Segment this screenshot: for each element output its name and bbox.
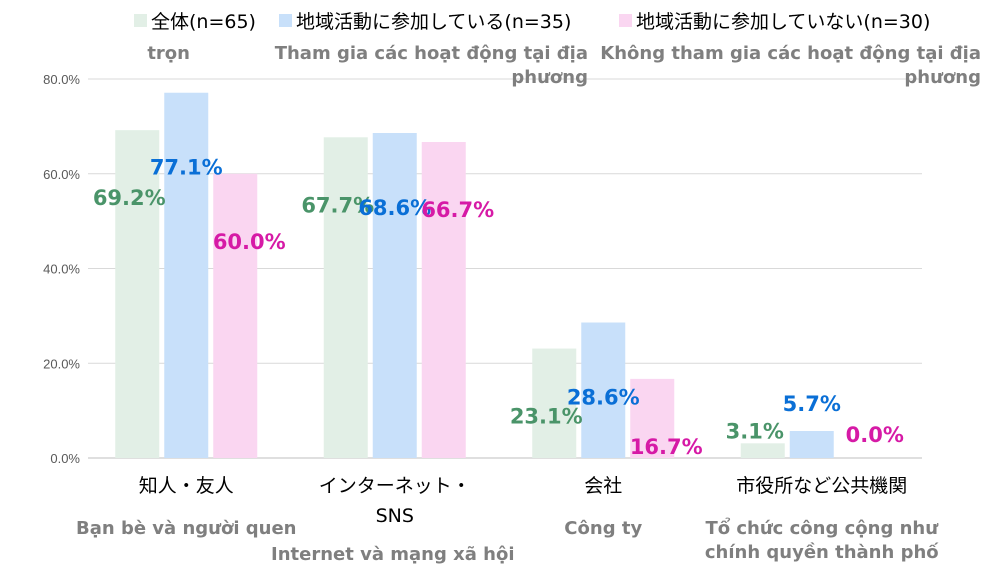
bar xyxy=(213,173,258,458)
data-label: 69.2% xyxy=(93,186,166,210)
data-label: 0.0% xyxy=(846,423,904,447)
legend-label: 地域活動に参加している(n=35) xyxy=(296,11,571,33)
y-tick-label: 20.0% xyxy=(43,356,80,371)
bar xyxy=(372,133,417,458)
category-sublabel: Internet và mạng xã hội xyxy=(271,544,514,565)
category-label: 知人・友人 xyxy=(139,475,234,497)
legend-sublabel: trọn xyxy=(147,43,190,64)
y-tick-label: 0.0% xyxy=(50,451,80,466)
category-sublabel: Bạn bè và người quen xyxy=(76,518,297,539)
data-label: 66.7% xyxy=(421,198,494,222)
bar xyxy=(532,348,577,458)
bar xyxy=(740,443,785,458)
category-label: 市役所など公共機関 xyxy=(736,475,907,497)
data-label: 5.7% xyxy=(783,392,841,416)
legend-sublabel: phương xyxy=(904,67,981,88)
bar xyxy=(421,142,466,459)
bar xyxy=(164,92,209,459)
bar xyxy=(115,130,160,459)
data-label: 77.1% xyxy=(150,156,223,180)
legend-swatch xyxy=(134,14,147,27)
category-sublabel: Công ty xyxy=(564,518,642,539)
data-label: 3.1% xyxy=(726,419,784,443)
data-label: 67.7% xyxy=(301,193,374,217)
legend: 全体(n=65) trọn 地域活動に参加している(n=35) Tham gia cá… xyxy=(134,11,981,88)
x-axis-labels: 知人・友人 Bạn bè và người quen インターネット・ SNS Inte… xyxy=(76,475,939,565)
legend-swatch xyxy=(279,14,292,27)
data-label: 60.0% xyxy=(213,230,286,254)
data-label: 16.7% xyxy=(630,435,703,459)
y-tick-label: 60.0% xyxy=(43,167,80,182)
legend-swatch xyxy=(619,14,632,27)
data-label: 28.6% xyxy=(567,386,640,410)
y-tick-label: 40.0% xyxy=(43,262,80,277)
y-tick-label: 80.0% xyxy=(43,72,80,87)
legend-label: 全体(n=65) xyxy=(151,11,256,33)
bar xyxy=(581,322,626,458)
legend-label: 地域活動に参加していない(n=30) xyxy=(636,11,930,33)
data-labels: 69.2% 77.1% 60.0% 67.7%68.6%66.7% 23.1%28.6%… xyxy=(93,156,904,459)
bar xyxy=(789,430,834,458)
legend-sublabel: Không tham gia các hoạt động tại địa xyxy=(600,43,981,64)
category-label: SNS xyxy=(376,505,414,527)
legend-sublabel: Tham gia các hoạt động tại địa xyxy=(275,43,588,64)
bar xyxy=(630,378,675,458)
category-label: インターネット・ xyxy=(319,475,471,497)
category-sublabel: chính quyền thành phố xyxy=(705,542,939,563)
legend-sublabel: phương xyxy=(511,67,588,88)
category-label: 会社 xyxy=(584,475,622,497)
y-axis-ticks: 0.0% 20.0% 40.0% 60.0% 80.0% xyxy=(43,72,80,466)
bar xyxy=(323,137,368,459)
category-sublabel: Tổ chức công cộng như xyxy=(705,517,939,539)
bars xyxy=(115,92,834,459)
data-label: 68.6% xyxy=(358,196,431,220)
data-label: 23.1% xyxy=(510,405,583,429)
